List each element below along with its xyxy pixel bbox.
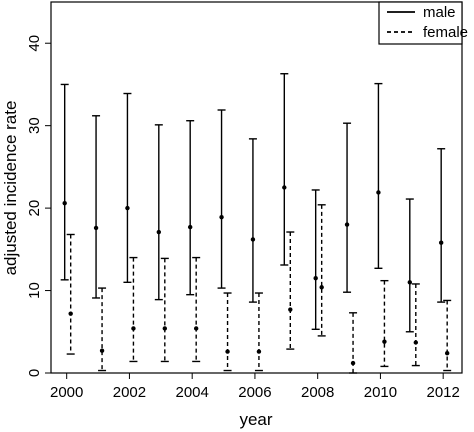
legend-label-female: female [423,24,468,41]
point-male [344,222,350,227]
errorbar-male [374,82,383,269]
errorbar-female [380,279,389,368]
errorbar-male [60,83,69,281]
x-tick-label: 2010 [364,384,397,401]
point-male [187,224,193,230]
point-female [225,349,230,354]
errorbar-male [437,148,446,303]
point-male [219,214,224,220]
point-male [93,225,99,231]
point-male [376,190,381,195]
x-axis: 2000 2002 2004 2006 2008 2010 2012 [50,373,460,401]
plot-frame [50,1,463,374]
point-male [125,205,130,211]
errorbar-female [349,312,358,374]
errorbar-male [405,198,414,333]
errorbar-female [160,257,169,363]
errorbar-female [317,204,326,337]
point-male [313,275,318,281]
point-male [407,280,413,285]
errorbar-female [66,233,75,355]
point-male [250,237,256,242]
errorbar-male [217,109,226,289]
legend: male female [378,1,468,45]
y-axis: 0 10 20 30 40 [26,35,51,377]
x-tick-label: 2002 [113,384,146,401]
y-tick-label: 10 [26,282,43,299]
point-female [256,349,262,354]
point-female [288,307,293,312]
x-tick-label: 2012 [426,384,459,401]
errorbar-female [223,292,232,372]
errorbar-male [280,73,289,266]
legend-box [378,1,463,45]
x-tick-label: 2004 [175,384,208,401]
point-female [193,326,199,331]
y-tick-label: 40 [26,35,43,52]
x-tick-label: 2006 [238,384,271,401]
point-male [438,240,444,245]
errorbar-female [254,292,263,372]
point-male [62,200,67,206]
point-female [68,311,73,316]
x-tick-label: 2008 [301,384,334,401]
errorbar-male [123,92,132,284]
y-tick-label: 30 [26,117,43,134]
errorbar-male [248,138,257,303]
errorbar-female [411,283,420,367]
point-female [319,285,324,290]
errorbar-male [343,122,352,293]
point-male [282,185,287,190]
y-tick-label: 0 [26,369,43,377]
y-tick-label: 20 [26,200,43,217]
errorbar-female [129,256,138,363]
errorbar-female [98,287,107,372]
errorbar-male [186,120,195,296]
point-female [131,326,136,331]
errorbar-female [192,256,201,363]
point-female [382,339,387,344]
errorbar-male [311,189,320,331]
x-tick-label: 2000 [50,384,83,401]
point-female [444,351,450,356]
point-female [350,360,356,366]
errorbar-female [286,231,295,350]
errorbar-male [92,115,101,299]
series-layer [60,73,452,374]
point-female [99,348,105,353]
point-female [413,340,419,345]
x-axis-title: year [239,410,272,429]
point-female [162,326,168,331]
point-male [156,229,162,235]
legend-label-male: male [423,4,456,21]
errorbar-male [154,124,163,301]
errorbar-female [443,299,452,372]
y-axis-title: adjusted incidence rate [1,101,20,276]
